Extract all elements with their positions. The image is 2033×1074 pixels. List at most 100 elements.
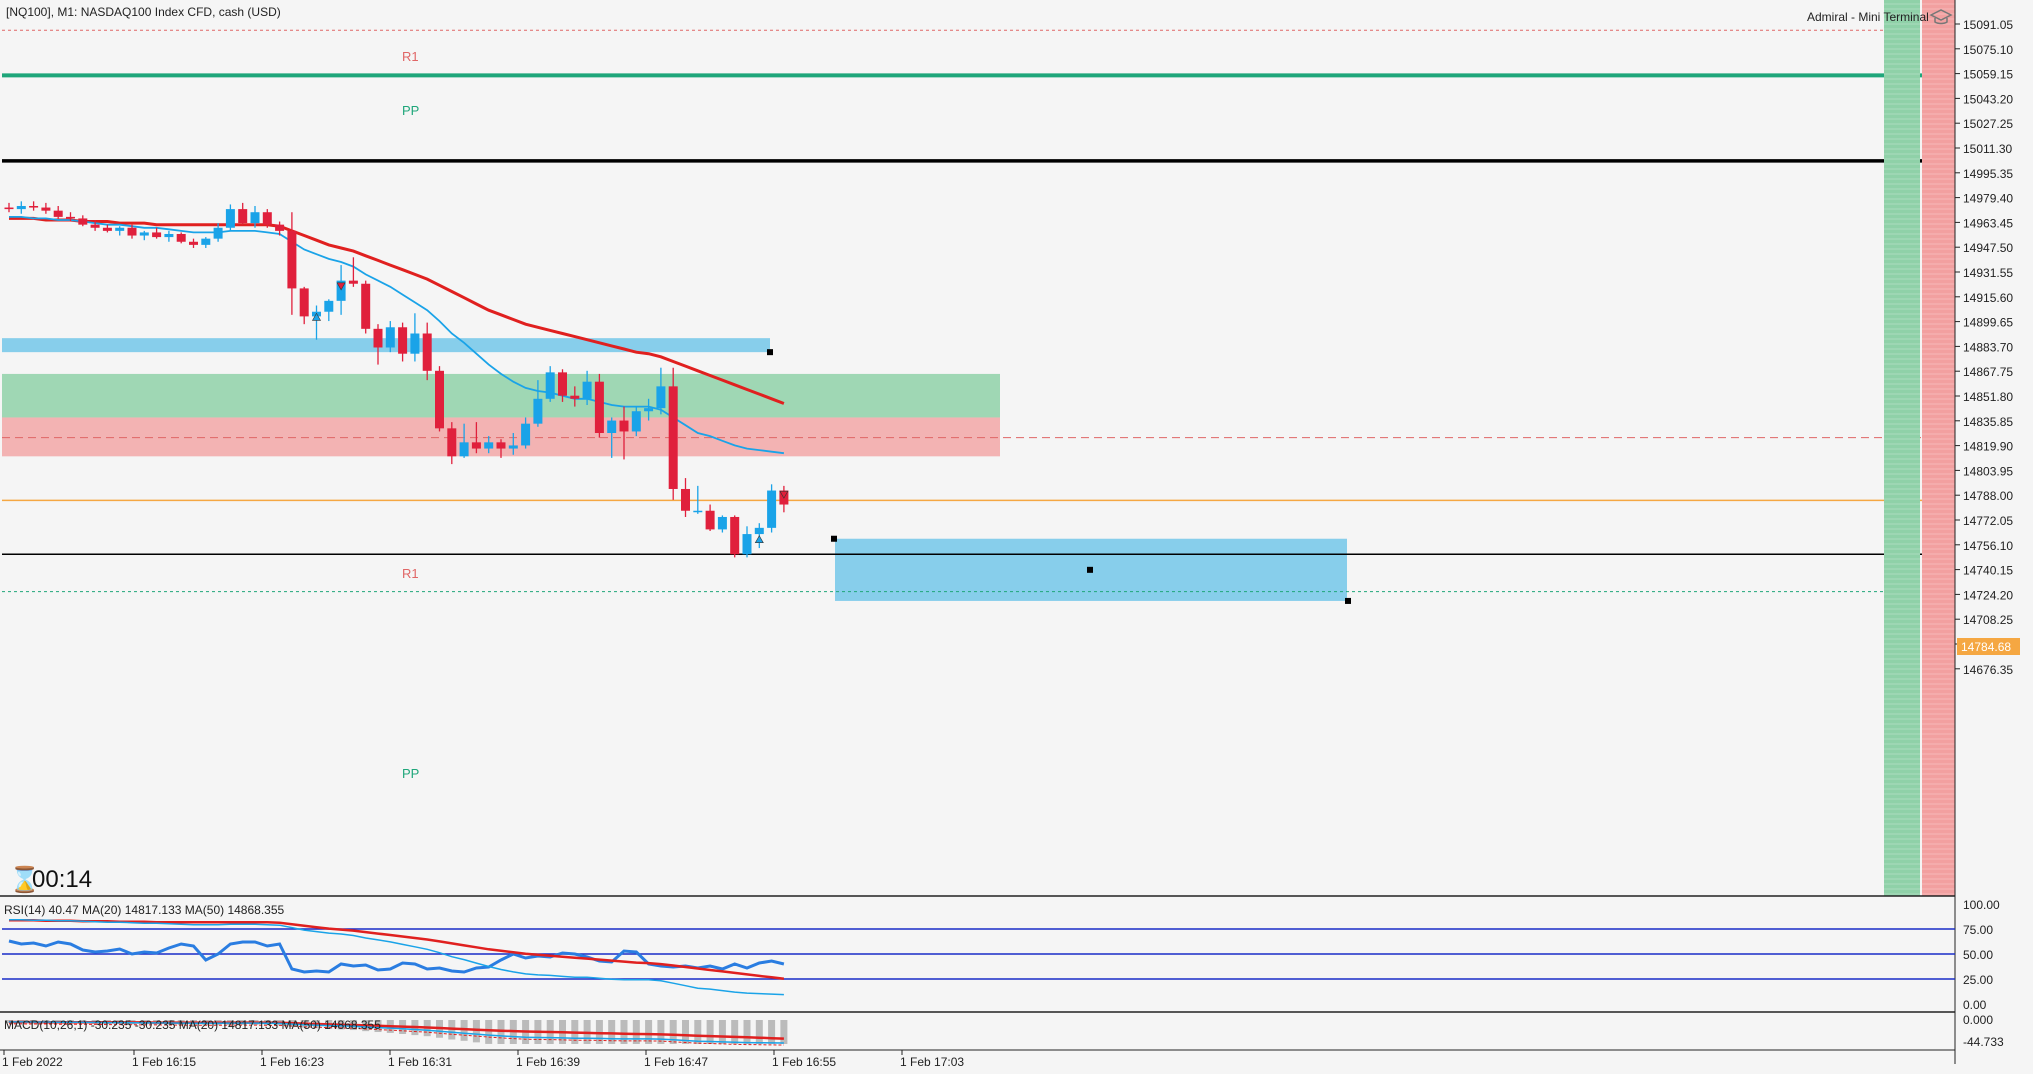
rsi-label: RSI(14) 40.47 MA(20) 14817.133 MA(50) 14… <box>4 903 284 917</box>
candle[interactable] <box>533 380 543 427</box>
candle[interactable] <box>558 369 567 402</box>
rsi-panel[interactable]: RSI(14) 40.47 MA(20) 14817.133 MA(50) 14… <box>2 898 2000 1012</box>
candle[interactable] <box>41 202 51 214</box>
candle[interactable] <box>447 422 457 465</box>
candle[interactable] <box>324 299 334 322</box>
candle[interactable] <box>717 515 727 533</box>
candle[interactable] <box>422 322 432 381</box>
candle-body <box>717 516 727 530</box>
symbol-info: [NQ100], M1: NASDAQ100 Index CFD, cash (… <box>6 5 281 19</box>
candle-body <box>582 381 592 399</box>
candle-body <box>594 381 604 434</box>
candle[interactable] <box>78 215 88 227</box>
price-label: 15075.10 <box>1963 43 2013 57</box>
candle[interactable] <box>90 219 100 231</box>
candle[interactable] <box>115 226 125 236</box>
candle[interactable] <box>275 221 285 236</box>
candle[interactable] <box>484 436 494 454</box>
macd-panel[interactable]: MACD(10,26,1) -30.235 -30.235 MA(20) 148… <box>4 1013 2004 1049</box>
candle[interactable] <box>385 321 395 353</box>
candle[interactable] <box>668 367 678 500</box>
green-zone[interactable] <box>2 373 1000 418</box>
zone-anchor-handle[interactable] <box>767 349 773 356</box>
candle[interactable] <box>213 223 223 242</box>
candle[interactable] <box>594 373 604 438</box>
candle[interactable] <box>373 324 383 365</box>
zone-anchor-handle[interactable] <box>1087 566 1093 573</box>
price-label: 14883.70 <box>1963 340 2013 354</box>
candle[interactable] <box>29 201 39 211</box>
timer-value: 00:14 <box>32 866 92 893</box>
candle[interactable] <box>730 515 740 558</box>
candle[interactable] <box>398 322 408 362</box>
ma-fast-line <box>9 215 785 455</box>
candle[interactable] <box>545 366 555 402</box>
candle[interactable] <box>471 422 481 454</box>
signal-strip-red <box>1922 0 1955 896</box>
candle[interactable] <box>348 257 358 287</box>
candle[interactable] <box>16 201 26 214</box>
candle[interactable] <box>570 386 580 407</box>
candle[interactable] <box>607 417 617 458</box>
candle[interactable] <box>139 230 149 241</box>
time-label: 1 Feb 16:23 <box>260 1055 324 1069</box>
candle[interactable] <box>435 366 444 432</box>
candle[interactable] <box>127 224 137 239</box>
candle-body <box>570 395 580 399</box>
candle[interactable] <box>299 286 309 325</box>
macd-histogram-bar <box>706 1020 714 1044</box>
graduation-cap-icon[interactable] <box>1929 9 1953 25</box>
candle[interactable] <box>361 280 371 334</box>
price-label: 14979.40 <box>1963 192 2013 206</box>
candle[interactable] <box>644 398 654 421</box>
candle[interactable] <box>4 202 14 213</box>
candle-body <box>176 233 186 242</box>
candle[interactable] <box>508 433 518 455</box>
candle[interactable] <box>619 406 629 460</box>
pivot-label-r1-lower: R1 <box>402 566 419 581</box>
candle[interactable] <box>238 202 248 225</box>
candle[interactable] <box>410 313 420 362</box>
candle-body <box>545 372 555 399</box>
moving-averages-layer <box>9 215 785 455</box>
candle-body <box>348 280 358 284</box>
candle[interactable] <box>459 423 469 458</box>
candle[interactable] <box>742 526 752 558</box>
candle-body <box>324 300 334 312</box>
candle[interactable] <box>262 209 272 228</box>
candle[interactable] <box>201 237 211 248</box>
candle[interactable] <box>102 224 112 233</box>
candle-body <box>53 210 63 217</box>
candle[interactable] <box>176 232 186 244</box>
candle[interactable] <box>152 227 162 239</box>
candle-body <box>201 238 211 245</box>
zone-anchor-handle[interactable] <box>831 535 837 542</box>
candle[interactable] <box>189 238 198 248</box>
candle-body <box>631 411 641 432</box>
candles-layer[interactable] <box>4 201 789 558</box>
buy-arrow-icon <box>311 312 322 321</box>
candle[interactable] <box>66 212 75 222</box>
candle[interactable] <box>521 417 531 449</box>
candle[interactable] <box>250 205 260 228</box>
candle[interactable] <box>631 406 641 437</box>
candle[interactable] <box>496 439 506 458</box>
candle-body <box>139 232 149 236</box>
candle[interactable] <box>693 485 703 514</box>
candle[interactable] <box>656 367 666 415</box>
candle[interactable] <box>705 504 715 531</box>
zone-anchor-handle[interactable] <box>1345 597 1351 604</box>
candle[interactable] <box>767 484 777 533</box>
price-label: 14867.75 <box>1963 365 2013 379</box>
candle-body <box>66 216 75 219</box>
candle[interactable] <box>225 204 235 231</box>
candle-body <box>693 510 703 513</box>
candle[interactable] <box>164 230 174 242</box>
candle[interactable] <box>582 370 592 406</box>
candle[interactable] <box>53 205 63 219</box>
candle[interactable] <box>287 212 297 315</box>
candle-body <box>435 370 444 429</box>
candle[interactable] <box>681 478 690 517</box>
